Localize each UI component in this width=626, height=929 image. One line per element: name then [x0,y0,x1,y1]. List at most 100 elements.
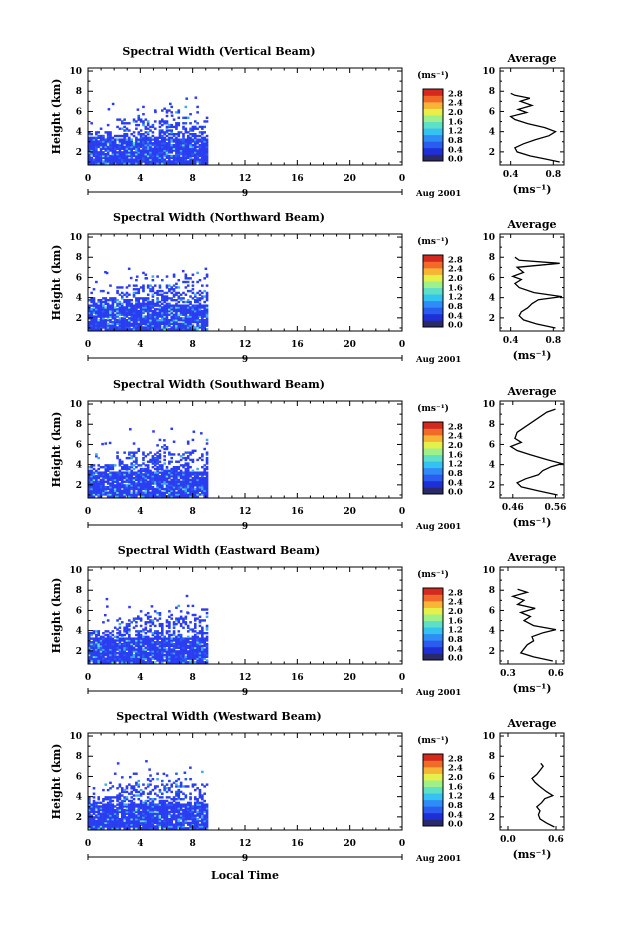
echo-cell [144,136,148,140]
echo-cell [92,825,96,828]
echo-cell [102,653,105,657]
echo-cell [132,304,136,307]
echo-cell [182,818,185,821]
echo-cell [116,309,119,313]
echo-cell [158,464,162,467]
echo-cell [132,328,136,331]
echo-cell [184,615,188,619]
colorbar-tick-label: 2.0 [448,108,463,118]
date-month-label: Aug 2001 [415,688,461,698]
echo-cell [161,154,164,158]
echo-cell [97,320,101,324]
echo-cell [113,626,117,629]
echo-cell [158,304,162,307]
echo-cell [92,796,96,799]
echo-cell [191,129,195,132]
echo-cell [184,127,188,130]
echo-cell [191,628,195,631]
echo-cell [158,799,162,803]
echo-cell [203,469,206,473]
echo-cell [203,447,206,451]
echo-cell [118,475,122,478]
echo-cell [109,812,112,815]
echo-cell [97,476,101,480]
echo-cell [144,319,148,322]
echo-cell [193,648,197,651]
echo-cell [120,794,124,797]
echo-cell [182,160,185,163]
echo-cell [191,604,195,608]
echo-cell [90,655,93,659]
echo-cell [142,326,145,329]
echo-cell [205,631,209,635]
echo-cell [118,489,122,493]
echo-cell [175,154,178,158]
echo-cell [165,445,169,449]
echo-cell [177,790,181,794]
echo-cell [116,825,119,828]
echo-cell [156,823,159,826]
echo-cell [90,162,93,165]
echo-cell [196,661,199,664]
echo-cell [120,145,124,149]
echo-cell [149,495,152,498]
echo-cell [186,487,190,491]
date-month-label: Aug 2001 [415,189,461,199]
echo-cell [111,486,115,489]
echo-cell [172,143,176,147]
echo-cell [198,659,202,662]
echo-cell [109,475,112,478]
echo-cell [203,160,206,163]
echo-cell [205,154,209,158]
echo-cell [95,644,98,648]
echo-cell [111,302,115,306]
echo-cell [175,493,178,496]
echo-cell [175,659,178,662]
echo-cell [196,487,199,491]
echo-cell [97,812,101,815]
echo-cell [205,471,209,474]
echo-cell [161,486,164,489]
echo-cell [106,803,110,806]
echo-cell [104,143,108,147]
echo-cell [120,635,124,639]
echo-cell [205,495,209,498]
echo-cell [175,480,178,483]
echo-cell [102,289,105,293]
echo-cell [156,145,159,149]
colorbar-segment [423,588,443,595]
echo-cell [151,317,155,320]
echo-cell [139,464,143,467]
echo-cell [142,151,145,154]
echo-cell [165,127,169,130]
echo-cell [179,149,183,152]
echo-cell [203,464,206,467]
echo-cell [151,319,155,322]
echo-cell [177,650,181,653]
echo-cell [158,286,162,289]
echo-cell [168,145,171,149]
echo-cell [205,653,209,657]
echo-cell [132,812,136,815]
echo-cell [118,652,122,655]
echo-cell [182,300,185,304]
echo-cell [104,487,108,491]
panel-title: Spectral Width (Eastward Beam) [118,544,320,557]
echo-cell [153,661,157,664]
echo-cell [170,154,174,158]
echo-cell [170,156,174,160]
echo-cell [130,478,133,482]
echo-cell [182,473,185,476]
echo-cell [104,812,108,815]
echo-cell [104,650,108,653]
echo-cell [186,142,190,145]
echo-cell [182,464,185,467]
echo-cell [120,801,124,805]
echo-cell [179,633,183,637]
echo-cell [113,134,117,138]
echo-cell [113,145,117,149]
echo-cell [168,313,171,316]
echo-cell [92,644,96,648]
echo-cell [139,788,143,792]
echo-cell [125,156,129,160]
